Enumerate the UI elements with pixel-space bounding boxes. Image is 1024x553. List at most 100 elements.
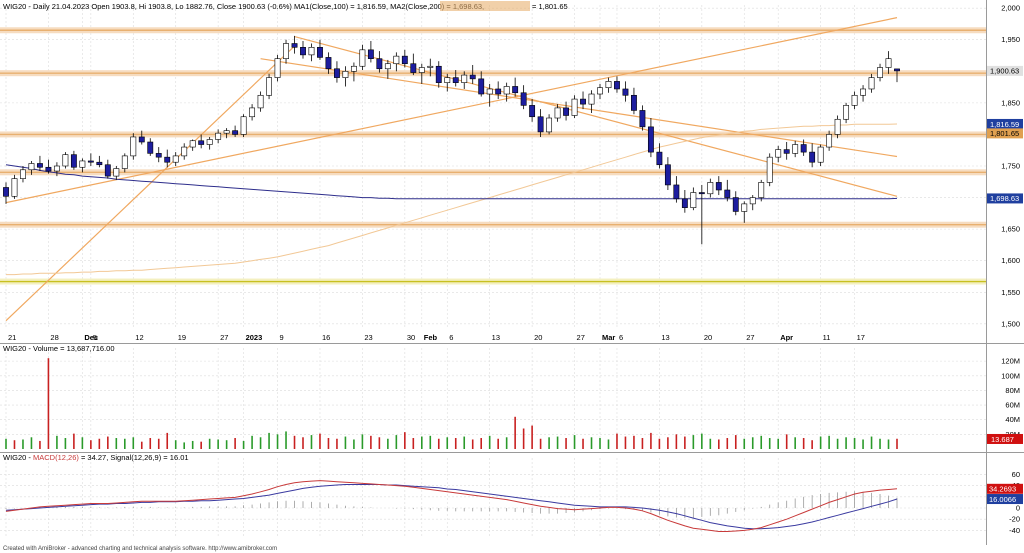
price-badge: [987, 118, 1023, 129]
candle-body: [283, 43, 289, 59]
candle-body: [614, 81, 620, 90]
price-badge-label: 1,900.63: [990, 67, 1019, 76]
candle-body: [741, 203, 748, 212]
macd-tick-label: 0: [1016, 504, 1020, 513]
candle-body: [749, 197, 756, 205]
date-tick-label: 13: [661, 333, 669, 342]
price-badge-label: 1,816.59: [990, 120, 1019, 129]
candle-body: [639, 110, 646, 128]
volume-header: WIG20 - Volume = 13,687,716.00: [3, 344, 115, 353]
trendline: [5, 45, 295, 322]
date-tick-label: 9: [280, 333, 284, 342]
candle-body: [461, 74, 468, 83]
price-tick-label: 1,600: [1001, 256, 1020, 265]
candle-body: [79, 160, 86, 168]
date-tick-label: 6: [619, 333, 623, 342]
candle-body: [96, 161, 103, 166]
candle-body: [826, 134, 833, 148]
macd-tick-label: -40: [1009, 526, 1020, 535]
date-tick-label: 27: [746, 333, 754, 342]
date-tick-label: 12: [135, 333, 143, 342]
volume-badge-label: 13.687: [991, 435, 1014, 444]
candle-body: [673, 184, 680, 200]
candle-body: [724, 189, 731, 198]
volume-tick-label: 40M: [1005, 415, 1020, 424]
candle-body: [138, 136, 145, 143]
candle-body: [715, 182, 722, 191]
candle-body: [520, 92, 527, 106]
candle-body: [181, 146, 188, 157]
candle-body: [401, 55, 408, 65]
candle-body: [300, 47, 306, 56]
macd-header: WIG20 - MACD(12,26) = 34.27, Signal(12,2…: [3, 453, 189, 462]
price-tick-label: 2,000: [1001, 4, 1020, 13]
candle-body: [758, 182, 765, 198]
candle-body: [877, 67, 883, 78]
footer-credit: Created with AmiBroker - advanced charti…: [3, 546, 277, 552]
price-header: WIG20 - Daily 21.04.2023 Open 1903.8, Hi…: [3, 2, 484, 11]
candle-body: [817, 146, 824, 163]
price-pane[interactable]: 2,0001,9501,9001,8501,8001,7501,7001,650…: [0, 4, 1023, 342]
candle-body: [104, 164, 111, 177]
candle-body: [664, 164, 671, 186]
date-tick-label: Apr: [780, 333, 793, 342]
candle-body: [334, 68, 340, 78]
candle-body: [121, 155, 128, 169]
candle-body: [376, 58, 383, 70]
price-tick-label: 1,550: [1001, 288, 1020, 297]
candle-body: [894, 68, 900, 72]
candle-body: [223, 130, 230, 134]
candle-body: [580, 98, 586, 105]
candle-body: [554, 107, 561, 119]
candle-body: [563, 107, 569, 116]
candle-body: [843, 105, 850, 120]
price-header-end: = 1,801.65: [532, 2, 568, 11]
date-tick-label: Mar: [602, 333, 615, 342]
candle-body: [605, 81, 612, 89]
candle-body: [427, 65, 434, 68]
price-tick-label: 1,650: [1001, 225, 1020, 234]
candle-body: [868, 77, 875, 90]
date-tick-label: 5: [93, 333, 97, 342]
candle-body: [20, 169, 26, 179]
candle-body: [359, 49, 366, 67]
candle-body: [452, 77, 459, 83]
price-tick-label: 1,850: [1001, 98, 1020, 107]
candle-body: [249, 107, 256, 118]
trendline: [260, 58, 898, 158]
candle-body: [486, 88, 493, 95]
macd-badge-label: 16.0066: [989, 495, 1016, 504]
candle-body: [766, 156, 773, 183]
price-tick-label: 1,950: [1001, 35, 1020, 44]
candle-body: [164, 156, 171, 163]
macd-signal-line: [5, 484, 898, 530]
macd-badge-label: 34.2693: [989, 485, 1016, 494]
candle-body: [681, 198, 688, 208]
ma100-line: [5, 164, 898, 200]
candle-body: [198, 140, 205, 145]
header-swatch: [440, 1, 530, 11]
date-tick-label: 27: [577, 333, 585, 342]
candle-body: [410, 63, 417, 73]
price-tick-label: 1,500: [1001, 319, 1020, 328]
candle-body: [215, 132, 222, 140]
candle-body: [189, 140, 196, 148]
candle-body: [622, 88, 629, 96]
date-tick-label: 6: [449, 333, 453, 342]
candle-body: [571, 98, 578, 116]
candle-body: [588, 93, 595, 105]
candle-body: [155, 153, 162, 158]
candle-body: [70, 154, 77, 168]
volume-pane[interactable]: 120M100M80M60M40M20M13.687: [0, 348, 1023, 449]
candle-body: [62, 154, 69, 167]
candle-body: [384, 63, 391, 70]
date-tick-label: 30: [407, 333, 415, 342]
candle-body: [834, 118, 841, 135]
candle-body: [3, 187, 9, 197]
date-tick-label: 28: [50, 333, 58, 342]
candle-body: [478, 78, 485, 95]
candle-body: [308, 47, 315, 56]
candle-body: [28, 163, 35, 171]
